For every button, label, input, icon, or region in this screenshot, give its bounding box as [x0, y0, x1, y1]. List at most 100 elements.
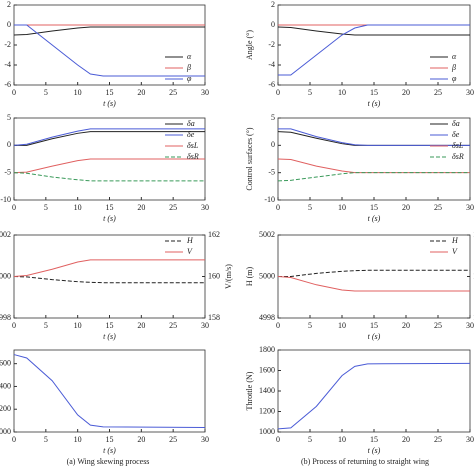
series-line — [13, 26, 205, 36]
x-tick-label: 0 — [12, 88, 16, 97]
y2-tick-label: 162 — [208, 230, 220, 239]
x-tick-label: 20 — [402, 321, 410, 330]
x-tick-label: 20 — [402, 435, 410, 444]
x-tick-label: 25 — [434, 88, 442, 97]
x-tick-label: 0 — [12, 203, 16, 212]
x-tick-label: 30 — [201, 321, 209, 330]
series-line — [13, 158, 205, 174]
x-axis-label: t (s) — [368, 332, 381, 341]
y-tick-label: 1600 — [0, 358, 11, 367]
x-axis-label: t (s) — [368, 214, 381, 223]
series-line — [13, 128, 205, 146]
y-tick-label: 4998 — [259, 313, 275, 322]
x-tick-label: 10 — [338, 321, 346, 330]
x-tick-label: 5 — [308, 203, 312, 212]
y-tick-label: -5 — [4, 167, 11, 176]
x-tick-label: 25 — [169, 321, 177, 330]
plot-frame — [277, 349, 471, 433]
x-tick-label: 25 — [169, 203, 177, 212]
y-tick-label: 0 — [271, 20, 275, 29]
x-tick-label: 5 — [44, 435, 48, 444]
legend-label: H — [186, 236, 194, 245]
y-tick-label: 1000 — [0, 427, 11, 436]
legend-label: δsL — [187, 141, 199, 150]
x-tick-label: 0 — [12, 435, 16, 444]
x-axis-label: t (s) — [368, 446, 381, 455]
y-tick-label: -10 — [264, 195, 275, 204]
x-tick-label: 0 — [12, 321, 16, 330]
series-line — [277, 276, 470, 292]
legend-label: α — [452, 52, 457, 61]
series-line — [277, 158, 470, 174]
y-tick-label: 5 — [271, 113, 275, 122]
series-line — [13, 172, 205, 182]
legend-label: φ — [452, 74, 457, 83]
legend-label: V — [187, 247, 193, 256]
plot-frame — [13, 349, 206, 433]
y-tick-label: 2 — [271, 0, 275, 9]
legend-label: δe — [452, 130, 460, 139]
x-tick-label: 5 — [44, 203, 48, 212]
y2-axis-label: V/(m/s) — [224, 264, 233, 289]
x-tick-label: 25 — [434, 435, 442, 444]
x-tick-label: 30 — [466, 88, 474, 97]
y-axis-label: Control surfaces (°) — [245, 127, 254, 191]
x-tick-label: 20 — [137, 88, 145, 97]
x-tick-label: 0 — [276, 435, 280, 444]
x-tick-label: 15 — [106, 435, 114, 444]
y-tick-label: 5000 — [259, 271, 275, 280]
y-tick-label: -6 — [4, 80, 11, 89]
y2-tick-label: 160 — [208, 271, 220, 280]
x-tick-label: 5 — [308, 435, 312, 444]
x-tick-label: 30 — [201, 88, 209, 97]
x-tick-label: 5 — [308, 321, 312, 330]
x-tick-label: 30 — [201, 203, 209, 212]
legend-label: δsR — [452, 152, 464, 161]
x-tick-label: 0 — [276, 203, 280, 212]
y-tick-label: 5002 — [0, 230, 11, 239]
series-line — [278, 269, 470, 277]
y-tick-label: 1400 — [259, 386, 275, 395]
y-tick-label: -4 — [4, 60, 11, 69]
series-line — [14, 131, 205, 146]
legend-label: δsL — [452, 141, 464, 150]
y-tick-label: 1800 — [259, 345, 275, 354]
x-tick-label: 15 — [106, 321, 114, 330]
series-line — [13, 276, 205, 284]
legend-label: β — [186, 63, 191, 72]
x-tick-label: 5 — [308, 88, 312, 97]
x-tick-label: 0 — [276, 321, 280, 330]
y-tick-label: -10 — [0, 195, 11, 204]
x-tick-label: 30 — [201, 435, 209, 444]
y2-tick-label: 158 — [208, 313, 220, 322]
x-tick-label: 20 — [137, 321, 145, 330]
y-tick-label: -2 — [4, 40, 11, 49]
series-line — [277, 362, 471, 430]
y-tick-label: 1400 — [0, 381, 11, 390]
y-tick-label: -2 — [268, 40, 275, 49]
y-tick-label: -5 — [268, 167, 275, 176]
y-tick-label: 1200 — [0, 404, 11, 413]
y-tick-label: 1600 — [259, 365, 275, 374]
legend-label: α — [187, 52, 192, 61]
legend-label: φ — [187, 74, 192, 83]
x-tick-label: 20 — [137, 203, 145, 212]
y-tick-label: 0 — [271, 140, 275, 149]
plot-frame — [277, 117, 471, 201]
y-tick-label: 5000 — [0, 271, 11, 280]
y-tick-label: 0 — [7, 140, 11, 149]
x-axis-label: t (s) — [103, 214, 116, 223]
legend-label: δa — [452, 119, 460, 128]
plot-frame — [13, 4, 206, 86]
y-tick-label: 5002 — [259, 230, 275, 239]
y-axis-label: Throttle (N) — [245, 371, 254, 410]
y-tick-label: 0 — [7, 20, 11, 29]
y-tick-label: 2 — [7, 0, 11, 9]
y-tick-label: 5 — [7, 113, 11, 122]
x-tick-label: 10 — [74, 88, 82, 97]
series-line — [277, 26, 470, 36]
caption: (a) Wing skewing process — [67, 457, 150, 466]
x-tick-label: 15 — [370, 435, 378, 444]
legend-label: β — [451, 63, 456, 72]
legend-label: V — [452, 247, 458, 256]
